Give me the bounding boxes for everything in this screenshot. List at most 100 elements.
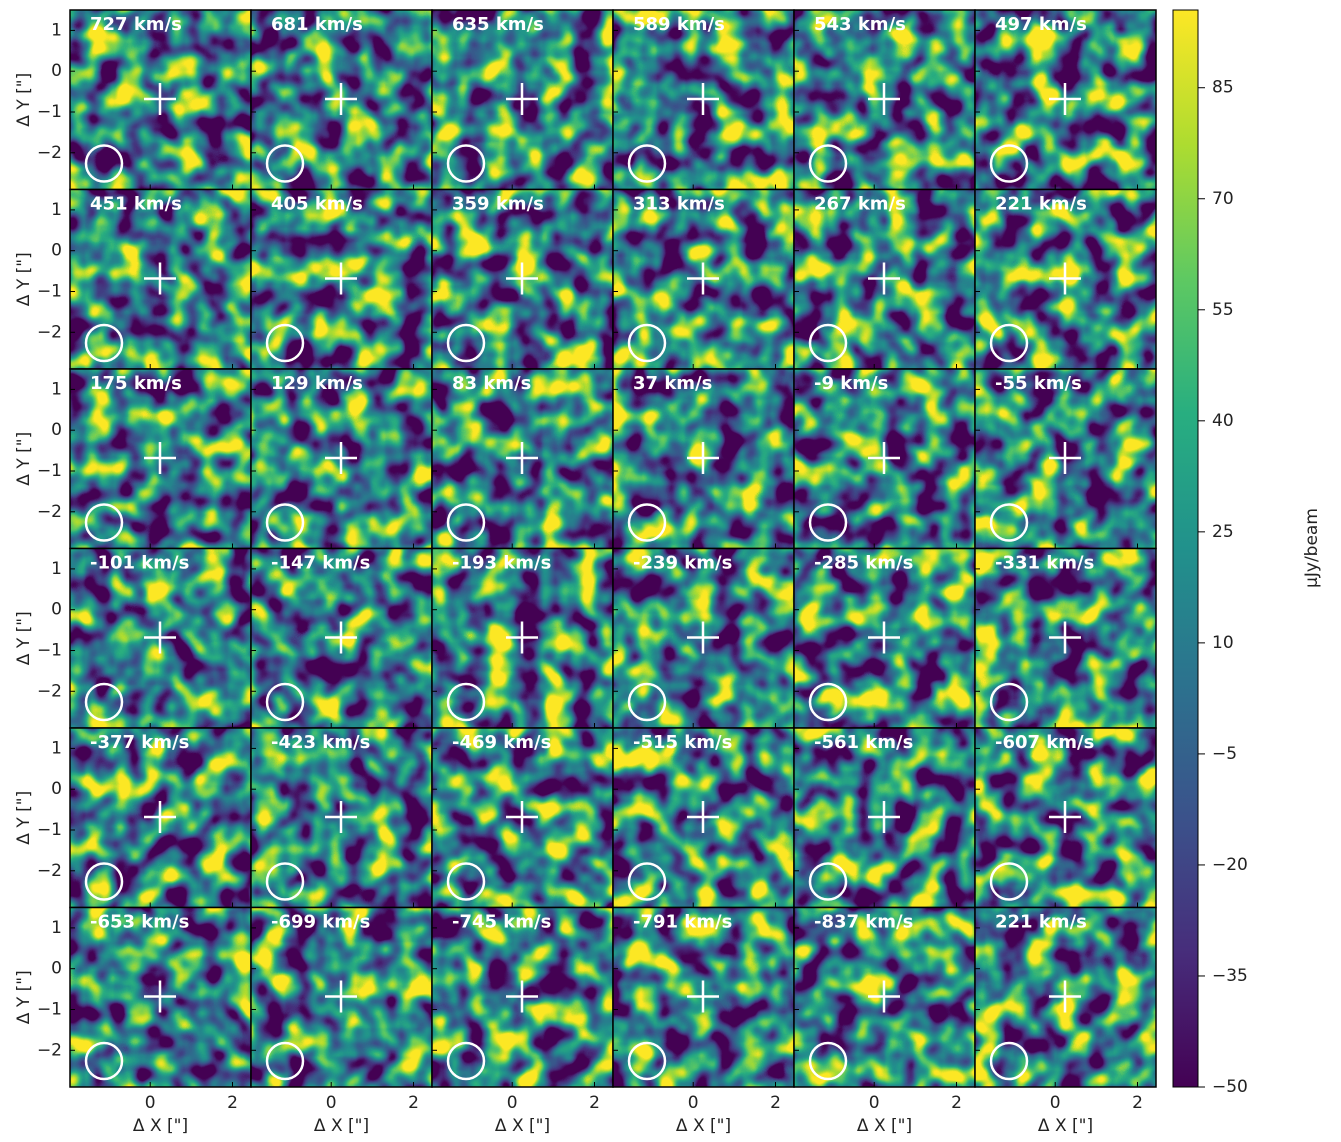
- colorbar-tick-label: −5: [1212, 744, 1237, 764]
- center-cross: [868, 262, 900, 295]
- beam: [627, 682, 667, 722]
- x-tick-label: 0: [688, 1093, 699, 1113]
- panel-label: 497 km/s: [995, 14, 1087, 35]
- beam: [265, 862, 305, 901]
- x-tick-label: 0: [1050, 1093, 1061, 1113]
- beam: [446, 323, 486, 363]
- x-axis-label: Δ X ["]: [133, 1116, 188, 1136]
- x-tick-label: 0: [326, 1093, 337, 1113]
- colorbar-tick-label: 55: [1212, 300, 1234, 320]
- panel-label: 37 km/s: [633, 373, 712, 394]
- center-cross: [506, 801, 538, 833]
- panel-label: 83 km/s: [452, 373, 531, 394]
- y-axis-label: Δ Y ["]: [14, 970, 34, 1024]
- y-tick-label: −1: [37, 102, 62, 122]
- y-axis-label: Δ Y ["]: [14, 73, 34, 127]
- center-cross: [325, 980, 357, 1013]
- center-cross: [144, 262, 176, 295]
- x-tick-label: 2: [408, 1093, 419, 1113]
- y-axis-label: Δ Y ["]: [14, 791, 34, 845]
- center-cross: [687, 980, 719, 1013]
- panel-label: -9 km/s: [814, 373, 888, 394]
- y-tick-label: −2: [37, 143, 62, 163]
- y-tick-label: 1: [51, 379, 62, 399]
- beam: [84, 1041, 124, 1081]
- y-axis-label: Δ Y ["]: [14, 432, 34, 486]
- y-tick-label: 1: [51, 559, 62, 579]
- beam: [627, 862, 667, 901]
- x-tick-label: 2: [589, 1093, 600, 1113]
- x-tick-label: 2: [227, 1093, 238, 1113]
- beam: [84, 862, 124, 901]
- panel-label: 313 km/s: [633, 194, 725, 215]
- panel-label: -239 km/s: [633, 553, 732, 574]
- colorbar-tick-label: −20: [1212, 855, 1248, 875]
- y-tick-label: −1: [37, 461, 62, 481]
- center-cross: [506, 262, 538, 295]
- center-cross: [506, 621, 538, 654]
- panel-label: -515 km/s: [633, 732, 732, 753]
- colorbar-tick-label: 40: [1212, 411, 1234, 431]
- y-tick-label: −2: [37, 322, 62, 342]
- y-tick-label: −2: [37, 681, 62, 701]
- center-cross: [1049, 621, 1081, 654]
- beam: [627, 323, 667, 363]
- colorbar-tick-label: −35: [1212, 966, 1248, 986]
- center-cross: [1049, 442, 1081, 474]
- x-tick-label: 0: [145, 1093, 156, 1113]
- beam: [265, 323, 305, 363]
- beam: [989, 503, 1029, 542]
- beam: [446, 1041, 486, 1081]
- x-tick-label: 2: [951, 1093, 962, 1113]
- beam: [989, 144, 1029, 183]
- beam: [808, 503, 848, 542]
- y-tick-label: 1: [51, 20, 62, 40]
- center-cross: [144, 980, 176, 1013]
- colorbar-tick-label: 70: [1212, 189, 1234, 209]
- beam: [808, 862, 848, 901]
- panel-label: 589 km/s: [633, 14, 725, 35]
- center-cross: [868, 83, 900, 115]
- beam: [446, 862, 486, 901]
- center-cross: [687, 801, 719, 833]
- panel-label: 635 km/s: [452, 14, 544, 35]
- y-tick-label: 0: [51, 779, 62, 799]
- beam: [989, 1041, 1029, 1081]
- panel-label: -699 km/s: [271, 912, 370, 933]
- center-cross: [325, 442, 357, 474]
- center-cross: [144, 621, 176, 654]
- beam: [627, 1041, 667, 1081]
- panel-label: -653 km/s: [90, 912, 189, 933]
- center-cross: [868, 801, 900, 833]
- beam: [627, 144, 667, 183]
- center-cross: [868, 442, 900, 474]
- beam: [84, 144, 124, 183]
- center-cross: [1049, 801, 1081, 833]
- panel-label: -423 km/s: [271, 732, 370, 753]
- x-tick-label: 2: [1132, 1093, 1143, 1113]
- y-tick-label: 0: [51, 241, 62, 261]
- beam: [989, 862, 1029, 901]
- center-cross: [506, 83, 538, 115]
- x-axis-label: Δ X ["]: [676, 1116, 731, 1136]
- center-cross: [325, 83, 357, 115]
- y-tick-label: 1: [51, 918, 62, 938]
- y-tick-label: 0: [51, 959, 62, 979]
- panel-label: 405 km/s: [271, 194, 363, 215]
- y-axis-label: Δ Y ["]: [14, 611, 34, 665]
- panel-label: -607 km/s: [995, 732, 1094, 753]
- x-axis-label: Δ X ["]: [857, 1116, 912, 1136]
- panel-label: -837 km/s: [814, 912, 913, 933]
- center-cross: [1049, 83, 1081, 115]
- panel-label: 543 km/s: [814, 14, 906, 35]
- beam: [627, 503, 667, 542]
- center-cross: [868, 621, 900, 654]
- colorbar-tick-label: 25: [1212, 522, 1234, 542]
- panel-label: 221 km/s: [995, 194, 1087, 215]
- panel-label: -101 km/s: [90, 553, 189, 574]
- beam: [808, 682, 848, 722]
- center-cross: [144, 801, 176, 833]
- panel-label: -285 km/s: [814, 553, 913, 574]
- panel-label: 267 km/s: [814, 194, 906, 215]
- x-axis-label: Δ X ["]: [1038, 1116, 1093, 1136]
